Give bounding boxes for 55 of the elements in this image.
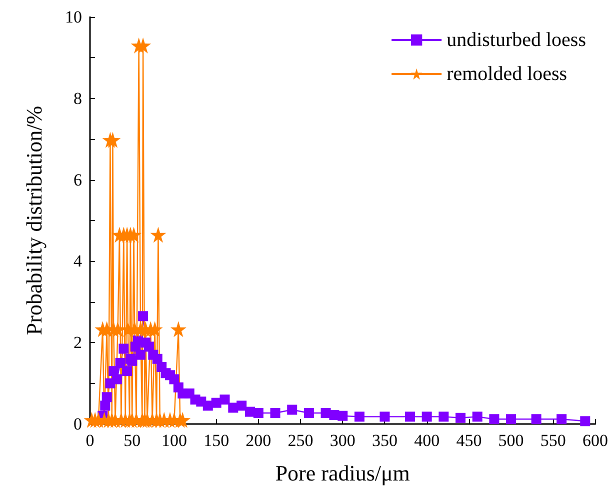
x-tick-label: 150	[204, 431, 230, 450]
point	[136, 350, 146, 360]
x-tick-label: 0	[86, 431, 94, 450]
y-tick-label: 6	[74, 170, 82, 190]
point	[506, 414, 516, 424]
x-tick-label: 250	[288, 431, 314, 450]
x-tick-label: 500	[498, 431, 524, 450]
point	[118, 344, 129, 354]
point	[338, 410, 348, 421]
point	[404, 412, 415, 422]
point	[304, 408, 314, 418]
point	[236, 400, 247, 411]
point	[220, 394, 230, 405]
y-tick-label: 2	[74, 333, 82, 352]
point	[380, 412, 390, 422]
y-tick-label: 10	[65, 8, 82, 26]
point	[472, 412, 482, 422]
point	[150, 226, 166, 243]
point	[138, 311, 148, 322]
point	[422, 412, 432, 422]
x-tick-label: 300	[330, 431, 356, 450]
x-tick-label: 200	[246, 431, 272, 450]
y-tick-label: 4	[74, 252, 82, 271]
x-tick-label: 450	[456, 431, 482, 450]
x-tick-label: 400	[414, 431, 440, 450]
legend-label: undisturbed loess	[446, 29, 586, 51]
point	[146, 321, 163, 338]
point	[102, 392, 112, 402]
point	[112, 374, 122, 384]
point	[115, 358, 126, 368]
x-axis-title: Pore radius/μm	[275, 460, 410, 486]
x-tick-label: 100	[161, 431, 187, 450]
x-tick-label: 350	[372, 431, 398, 450]
y-tick-label: 8	[74, 88, 82, 108]
point	[135, 37, 152, 54]
y-tick-label: 0	[74, 414, 82, 434]
x-tick-label: 50	[124, 431, 141, 450]
point	[170, 321, 186, 338]
point	[287, 404, 298, 415]
point	[556, 414, 567, 424]
x-tick-label: 550	[540, 431, 566, 450]
point	[580, 416, 590, 426]
point	[438, 412, 449, 422]
x-tick-label: 600	[582, 431, 608, 450]
point	[489, 414, 500, 424]
point	[354, 412, 364, 422]
y-axis-title: Probability distribution/%	[22, 106, 46, 336]
point	[122, 366, 132, 376]
point	[270, 408, 280, 418]
point	[456, 412, 466, 423]
point	[253, 408, 264, 418]
point	[531, 414, 542, 424]
point	[169, 374, 180, 384]
legend-label: remolded loess	[446, 63, 568, 85]
point	[144, 342, 154, 352]
